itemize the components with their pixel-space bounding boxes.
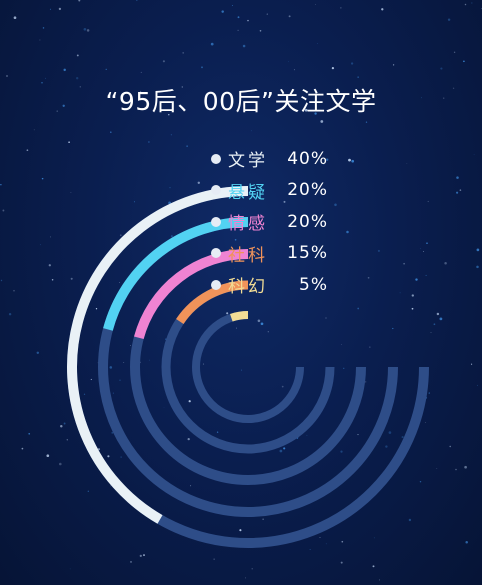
- chart-legend: 文学 40% 悬疑 20% 情感 20% 社科 15% 科幻 5%: [211, 143, 328, 301]
- ring-bar-scifi: [230, 311, 249, 322]
- legend-label: 悬疑: [228, 182, 268, 203]
- legend-item-scifi: 科幻 5%: [211, 269, 328, 301]
- ring-track-scifi: [192, 311, 304, 423]
- legend-label: 情感: [228, 214, 268, 235]
- legend-label: 科幻: [228, 277, 268, 298]
- legend-bullet-icon: [211, 185, 221, 196]
- legend-value: 20%: [287, 211, 328, 232]
- legend-item-literature: 文学 40%: [211, 143, 328, 175]
- legend-value: 5%: [299, 274, 328, 295]
- legend-value: 20%: [287, 180, 328, 201]
- legend-bullet-icon: [211, 216, 221, 227]
- legend-value: 15%: [287, 243, 328, 264]
- legend-value: 40%: [287, 148, 328, 169]
- legend-bullet-icon: [211, 248, 221, 259]
- legend-label: 社科: [228, 245, 268, 266]
- legend-item-romance: 情感 20%: [211, 206, 328, 238]
- legend-item-suspense: 悬疑 20%: [211, 175, 328, 207]
- ring-bar-romance: [134, 249, 249, 340]
- ring-bar-suspense: [103, 217, 249, 331]
- ring-bar-literature: [67, 186, 249, 524]
- legend-bullet-icon: [211, 153, 221, 164]
- legend-bullet-icon: [211, 279, 221, 290]
- chart-title: “95后、00后”关注文学: [105, 87, 377, 116]
- legend-item-social-science: 社科 15%: [211, 238, 328, 270]
- legend-label: 文学: [228, 151, 268, 172]
- ring-bar-social-science: [176, 280, 249, 325]
